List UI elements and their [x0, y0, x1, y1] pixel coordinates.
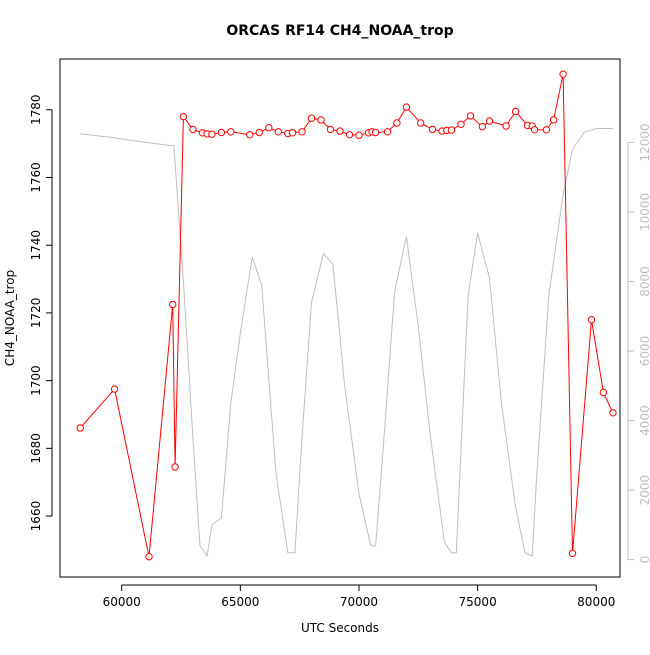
ch4-data-point	[145, 553, 153, 561]
series-layer	[76, 70, 617, 561]
ch4-data-point	[189, 125, 197, 134]
y-tick-label: 1780	[29, 95, 43, 126]
y-tick-label: 1700	[29, 365, 43, 396]
ch4-data-point	[383, 128, 392, 136]
ch4-data-point	[511, 107, 520, 116]
y-axis-title: CH4_NOAA_trop	[3, 270, 17, 366]
x-tick-label: 75000	[459, 595, 497, 609]
ch4-data-point	[457, 120, 465, 129]
ch4-data-point	[298, 128, 306, 136]
y-tick-label: 1760	[29, 162, 43, 193]
altitude-series-line	[80, 128, 613, 558]
ch4-data-point	[179, 112, 188, 121]
x-axis-title: UTC Seconds	[301, 621, 379, 635]
plot-frame	[59, 58, 621, 578]
y-axis: 1660 1680 1700 1720 1740 1760 1780	[29, 95, 53, 532]
chart-title: ORCAS RF14 CH4_NOAA_trop	[226, 23, 453, 39]
ch4-data-point	[549, 116, 558, 124]
ch4-data-point	[530, 126, 539, 134]
ch4-data-point	[317, 116, 325, 124]
ch4-data-point	[478, 123, 487, 131]
y2-tick-label: 4000	[638, 405, 650, 436]
ch4-data-point	[227, 128, 235, 136]
y2-tick-label: 6000	[638, 336, 650, 367]
ch4-data-point	[542, 126, 551, 134]
ch4-data-point	[246, 131, 254, 139]
y-tick-label: 1740	[29, 230, 43, 261]
ch4-data-point	[447, 126, 456, 134]
ch4-data-point	[428, 125, 437, 134]
y2-axis: 0 2000 4000 6000 8000 10000 12000	[627, 123, 650, 564]
ch4-data-point	[76, 424, 84, 432]
x-tick-label: 65000	[221, 595, 259, 609]
x-tick-label: 70000	[340, 595, 378, 609]
ch4-data-point	[110, 385, 119, 393]
x-axis: 60000 65000 70000 75000 80000	[103, 584, 615, 609]
ch4-data-point	[402, 103, 411, 111]
ch4-data-point	[599, 388, 608, 397]
ch4-data-point	[288, 129, 297, 137]
x-tick-label: 80000	[577, 595, 615, 609]
ch4-data-point	[609, 409, 617, 417]
ch4-data-point	[326, 125, 335, 134]
ch4-data-point	[255, 128, 263, 137]
ch4-data-point	[371, 128, 380, 137]
x-tick-label: 60000	[103, 595, 141, 609]
y2-tick-label: 10000	[638, 193, 650, 231]
ch4-data-point	[208, 130, 216, 138]
ch4-data-point	[466, 112, 475, 120]
y-tick-label: 1720	[29, 298, 43, 329]
ch4-data-point	[587, 316, 596, 324]
y2-tick-label: 2000	[638, 475, 650, 506]
ch4-data-point	[345, 131, 354, 139]
ch4-data-point	[169, 300, 177, 309]
ch4-data-point	[502, 122, 510, 130]
ch4-data-point	[171, 463, 179, 471]
ch4-data-point	[485, 117, 494, 125]
ch4-data-point	[274, 128, 282, 136]
ch4-data-point	[355, 131, 363, 139]
y2-tick-label: 0	[638, 556, 650, 564]
ch4-data-point	[568, 549, 577, 557]
y-tick-label: 1680	[29, 433, 43, 464]
ch4-data-point	[559, 70, 567, 78]
y2-tick-label: 12000	[638, 123, 650, 161]
y2-tick-label: 8000	[638, 266, 650, 297]
ch4-data-point	[217, 128, 226, 137]
y-tick-label: 1660	[29, 501, 43, 532]
ch4-data-point	[307, 114, 316, 122]
ch4-data-point	[393, 119, 401, 127]
ch4-data-point	[336, 127, 344, 135]
ch4-data-point	[265, 124, 273, 132]
ch4-data-point	[417, 119, 425, 127]
